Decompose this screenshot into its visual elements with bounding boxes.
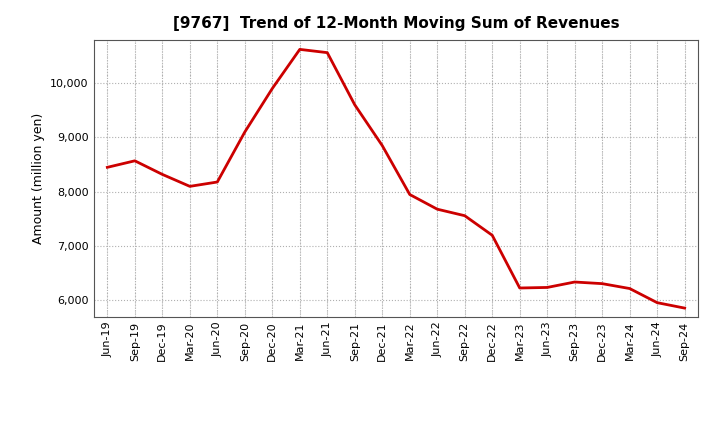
Y-axis label: Amount (million yen): Amount (million yen) [32,113,45,244]
Title: [9767]  Trend of 12-Month Moving Sum of Revenues: [9767] Trend of 12-Month Moving Sum of R… [173,16,619,32]
